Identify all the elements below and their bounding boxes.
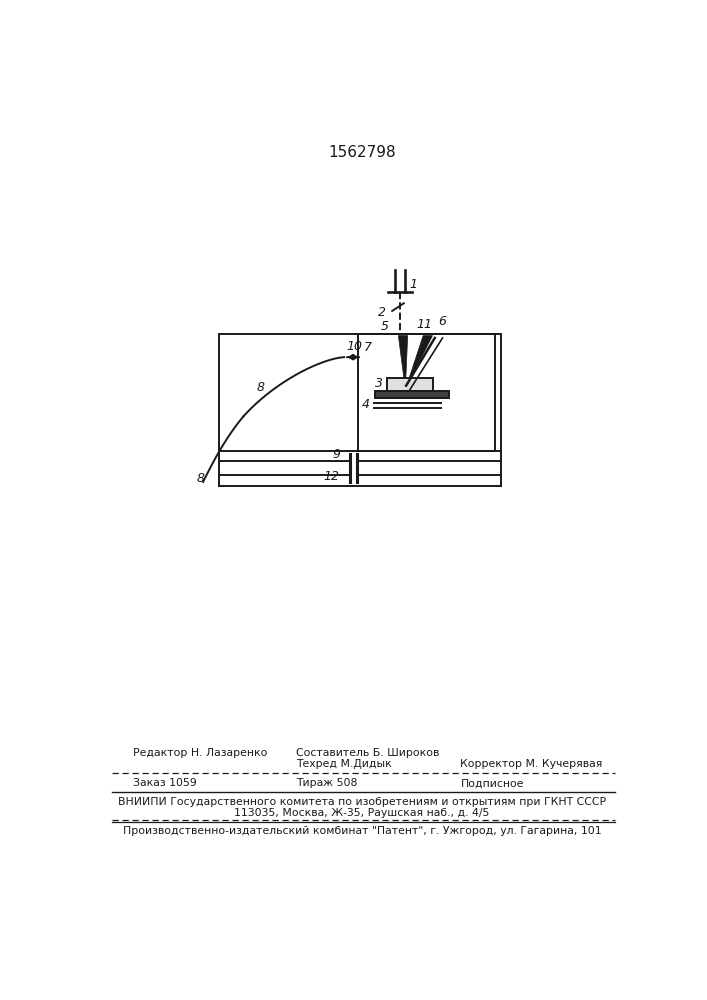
Text: Корректор М. Кучерявая: Корректор М. Кучерявая xyxy=(460,759,603,769)
Text: Техред М.Дидык: Техред М.Дидык xyxy=(296,759,392,769)
Text: 5: 5 xyxy=(381,320,389,333)
Text: 2: 2 xyxy=(378,306,386,319)
Text: 8: 8 xyxy=(257,381,264,394)
Bar xyxy=(375,391,449,398)
Text: 11: 11 xyxy=(416,318,433,331)
Bar xyxy=(218,334,501,486)
Text: 4: 4 xyxy=(362,398,370,411)
Text: 12: 12 xyxy=(324,470,340,483)
Text: Подписное: Подписное xyxy=(460,778,524,788)
Text: 1562798: 1562798 xyxy=(328,145,396,160)
Bar xyxy=(387,378,433,391)
Text: ВНИИПИ Государственного комитета по изобретениям и открытиям при ГКНТ СССР: ВНИИПИ Государственного комитета по изоб… xyxy=(118,797,606,807)
Polygon shape xyxy=(398,336,408,389)
Bar xyxy=(358,334,495,451)
Text: Редактор Н. Лазаренко: Редактор Н. Лазаренко xyxy=(132,748,267,758)
Text: 1: 1 xyxy=(409,278,417,291)
Text: 113035, Москва, Ж-35, Раушская наб., д. 4/5: 113035, Москва, Ж-35, Раушская наб., д. … xyxy=(234,808,490,818)
Text: 3: 3 xyxy=(375,377,383,390)
Text: 6: 6 xyxy=(438,315,447,328)
Text: Тираж 508: Тираж 508 xyxy=(296,778,358,788)
Polygon shape xyxy=(405,336,433,389)
Text: Составитель Б. Широков: Составитель Б. Широков xyxy=(296,748,440,758)
Text: 8: 8 xyxy=(197,472,205,485)
Text: Заказ 1059: Заказ 1059 xyxy=(132,778,197,788)
Text: 10: 10 xyxy=(346,340,362,353)
Text: Производственно-издательский комбинат "Патент", г. Ужгород, ул. Гагарина, 101: Производственно-издательский комбинат "П… xyxy=(122,826,601,836)
Text: 9: 9 xyxy=(332,448,340,461)
Text: 7: 7 xyxy=(364,341,373,354)
